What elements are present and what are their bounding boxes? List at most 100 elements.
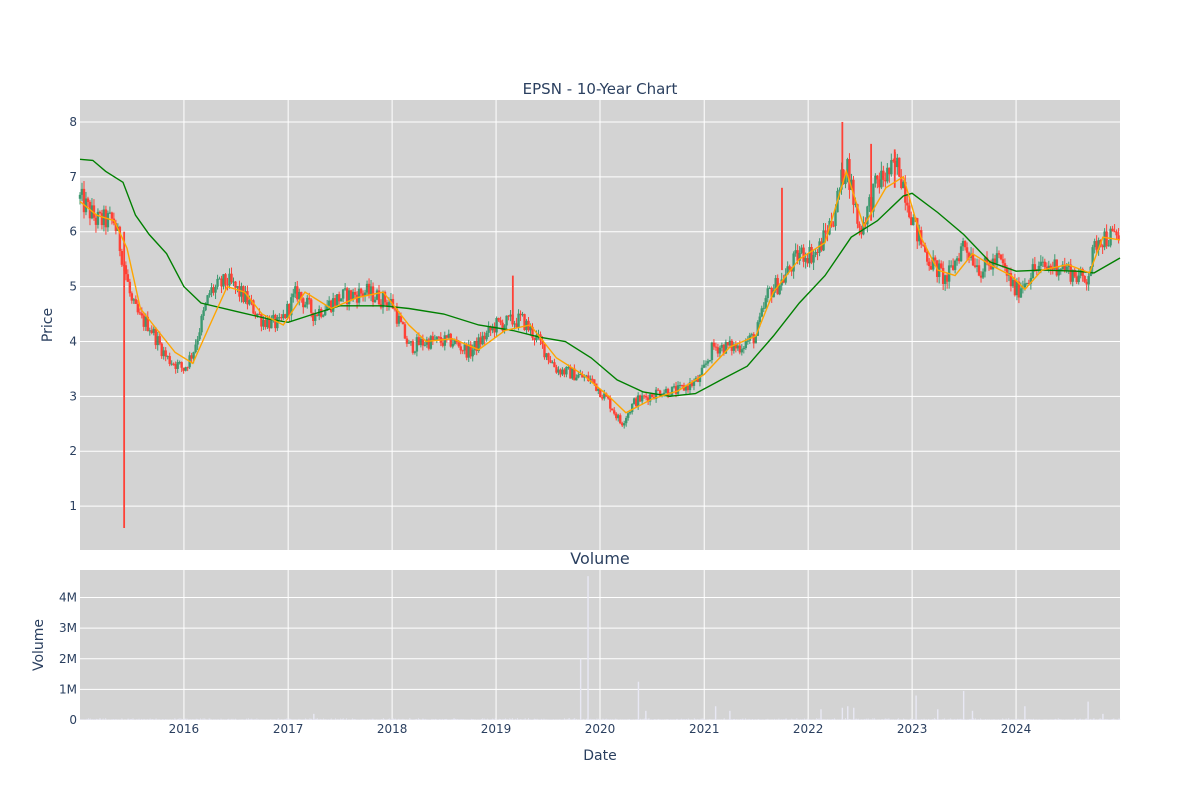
volume-bar	[774, 718, 776, 720]
candle-body	[557, 369, 560, 373]
candle-body	[288, 303, 291, 316]
price-y-tick-label: 6	[69, 225, 77, 239]
volume-bar	[998, 719, 999, 720]
candle-body	[806, 258, 809, 264]
volume-bar	[956, 719, 958, 720]
candle-body	[778, 285, 781, 295]
candle-body	[906, 202, 909, 206]
candle-body	[98, 211, 102, 214]
candle-body	[156, 336, 159, 346]
candle-body	[495, 317, 498, 333]
volume-spike-bar	[645, 710, 647, 720]
candle-body	[1063, 264, 1066, 271]
volume-bar	[132, 718, 134, 720]
volume-bar	[599, 719, 600, 720]
volume-bar	[515, 718, 517, 720]
candle-body	[619, 415, 622, 424]
volume-bar	[182, 719, 184, 720]
volume-bar	[117, 719, 119, 720]
candle-body	[634, 398, 638, 407]
candle-body	[138, 312, 142, 314]
volume-bar	[510, 719, 512, 720]
volume-bar	[310, 718, 312, 720]
candle-body	[1053, 259, 1056, 269]
candle-body	[796, 250, 799, 261]
candle-body	[774, 278, 777, 291]
volume-bar	[252, 719, 254, 720]
volume-bar	[289, 718, 291, 720]
candle-body	[922, 244, 925, 246]
candle-body	[437, 336, 441, 338]
volume-bar	[908, 719, 910, 720]
candle-body	[1081, 269, 1084, 276]
volume-bar	[147, 719, 148, 720]
candle-body	[1117, 235, 1120, 240]
volume-bar	[635, 719, 637, 720]
candle-body	[664, 388, 668, 393]
candle-body	[108, 212, 112, 214]
date-x-tick-label: 2021	[689, 722, 720, 736]
volume-bar	[728, 719, 729, 720]
candle-body	[838, 189, 841, 191]
volume-bar	[704, 719, 706, 720]
candle-body	[642, 395, 646, 397]
volume-bar	[980, 718, 981, 720]
volume-bar	[704, 719, 706, 720]
volume-bar	[353, 719, 355, 720]
candle-body	[306, 297, 309, 305]
volume-bar	[1098, 718, 1100, 720]
candle-body	[415, 337, 419, 352]
volume-spike-bar	[915, 695, 917, 720]
candle-body	[264, 319, 267, 328]
volume-bar	[678, 719, 680, 720]
candle-body	[146, 316, 149, 331]
candle-body	[718, 347, 722, 354]
volume-bar	[612, 719, 614, 720]
candle-body	[144, 316, 147, 327]
volume-bar	[499, 719, 501, 720]
candle-body	[531, 326, 534, 338]
volume-bar	[923, 718, 925, 720]
volume-bar	[1030, 719, 1032, 720]
volume-bar	[606, 719, 608, 720]
volume-bar	[952, 719, 954, 720]
volume-bar	[162, 719, 164, 720]
volume-bar	[525, 719, 527, 720]
volume-bar	[817, 719, 819, 720]
candle-body	[902, 181, 905, 189]
candle-body	[1041, 261, 1045, 263]
volume-bar	[824, 719, 826, 720]
volume-bars	[79, 576, 1121, 720]
volume-bar	[833, 719, 835, 720]
date-x-tick-label: 2020	[585, 722, 616, 736]
candle-body	[571, 368, 574, 379]
volume-bar	[863, 718, 865, 720]
volume-bar	[616, 719, 618, 720]
volume-bar	[694, 719, 696, 720]
candle-body	[333, 298, 337, 306]
volume-bar	[921, 719, 923, 720]
volume-bar	[284, 718, 286, 720]
candle-body	[692, 381, 696, 386]
volume-bar	[298, 718, 300, 720]
volume-bar	[262, 719, 264, 720]
candle-body	[967, 252, 971, 258]
candle-body	[453, 339, 456, 344]
volume-bar	[502, 718, 504, 720]
volume-bar	[307, 719, 309, 720]
candle-body	[210, 287, 213, 294]
candle-body	[481, 335, 484, 345]
candle-body	[587, 375, 590, 381]
volume-bar	[1067, 719, 1069, 720]
volume-bar	[1105, 719, 1107, 720]
volume-bar	[803, 719, 805, 720]
candle-body	[1019, 288, 1023, 298]
candle-body	[1109, 228, 1112, 246]
volume-bar	[958, 719, 960, 720]
volume-bar	[982, 719, 984, 720]
volume-bar	[720, 719, 722, 720]
volume-bar	[301, 719, 303, 720]
candle-body	[1059, 269, 1062, 271]
volume-bar	[309, 718, 311, 720]
candle-body	[983, 257, 987, 272]
